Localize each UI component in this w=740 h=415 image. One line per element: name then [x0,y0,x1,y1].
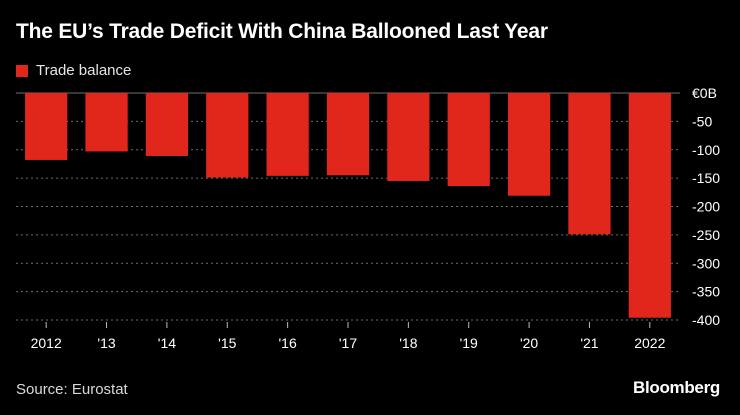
bars [25,93,671,318]
x-tick-label: '15 [218,335,236,351]
bloomberg-logo: Bloomberg [632,378,720,397]
bar [628,93,671,318]
y-tick-label: €0B [692,85,717,101]
source-note: Source: Eurostat [16,381,128,398]
y-tick-label: -300 [692,255,720,271]
x-tick-label: 2012 [31,335,62,351]
bar [568,93,611,235]
x-tick-label: '18 [399,335,417,351]
bar [507,93,551,196]
bar [206,93,249,178]
x-tick-label: '13 [97,335,115,351]
y-tick-label: -350 [692,284,720,300]
x-tick-label: '16 [279,335,297,351]
bar [266,93,309,176]
chart-legend: Trade balance [16,62,131,79]
y-tick-label: -400 [692,312,720,328]
x-tick-label: '19 [460,335,478,351]
x-tick-label: '21 [580,335,598,351]
x-axis-ticks: 2012 '13 '14 '15 '16 '17 '18 '19 '20 '21 2022 [31,322,666,351]
bar [145,93,189,156]
y-tick-label: -200 [692,199,720,215]
y-tick-label: -50 [692,113,712,129]
x-tick-label: '17 [339,335,357,351]
chart-title: The EU’s Trade Deficit With China Balloo… [16,20,548,43]
y-axis-ticks: €0B -50 -100 -150 -200 -250 -300 -350 -400 [692,85,720,328]
bar [326,93,370,176]
y-tick-label: -100 [692,142,720,158]
bar [25,93,68,160]
legend-label-trade-balance: Trade balance [36,62,132,79]
bar [447,93,490,187]
y-tick-label: -150 [692,170,720,186]
legend-swatch [16,64,28,77]
bar [387,93,430,181]
x-tick-label: '20 [520,335,538,351]
x-tick-label: '14 [158,335,176,351]
x-tick-label: 2022 [634,335,665,351]
bar [85,93,128,152]
y-tick-label: -250 [692,227,720,243]
